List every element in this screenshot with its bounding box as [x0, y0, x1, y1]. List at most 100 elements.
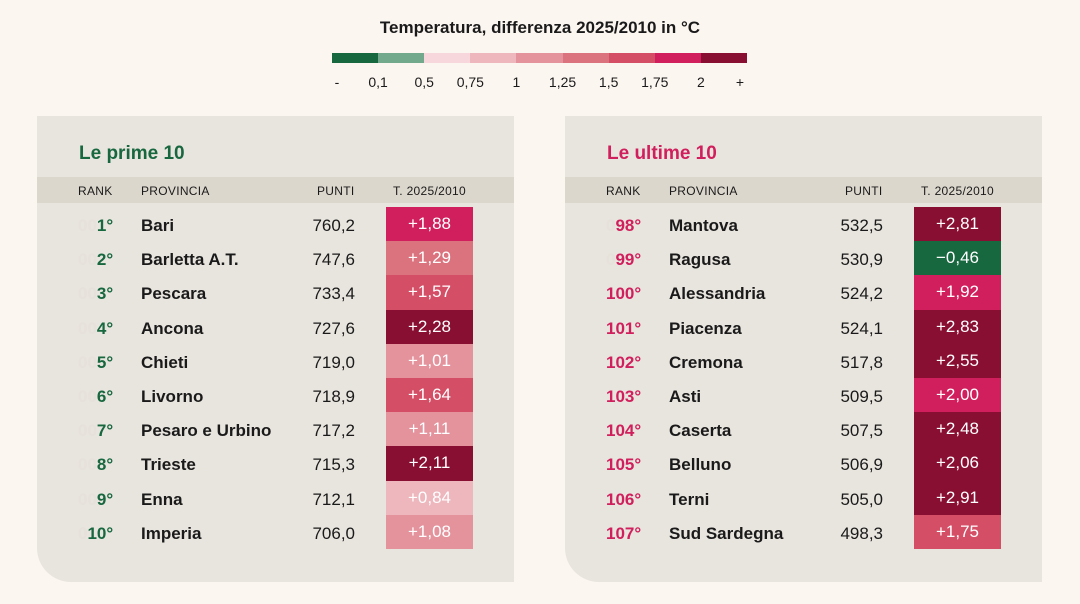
temperature-cell: +1,08	[386, 514, 473, 549]
punti-cell: 517,8	[840, 352, 883, 372]
table-body: 098° Mantova 532,5 +2,81 099° Ragusa 530,9 −0,4…	[565, 207, 1042, 549]
punti-cell: 733,4	[312, 284, 355, 304]
rank-cell: 105°	[606, 455, 654, 475]
legend-scale-label: -	[334, 74, 340, 90]
table-row: 101° Piacenza 524,1 +2,83	[565, 309, 1042, 344]
rank-padding: 00	[78, 489, 97, 509]
rank-cell: 007°	[78, 421, 126, 441]
rank-number: 2°	[96, 250, 114, 270]
provincia-cell: Mantova	[669, 216, 738, 235]
provincia-cell: Asti	[669, 386, 702, 406]
temperature-cell: +1,57	[386, 275, 473, 310]
table-row: 103° Asti 509,5 +2,00	[565, 377, 1042, 413]
punti-cell: 719,0	[312, 352, 355, 372]
rank-number: 100°	[606, 284, 642, 304]
punti-cell: 712,1	[312, 489, 355, 509]
rank-number: 9°	[96, 489, 114, 509]
panel-title: Le prime 10	[79, 143, 185, 164]
punti-cell: 506,9	[840, 455, 883, 475]
rank-number: 98°	[615, 216, 642, 235]
table-row: 005° Chieti 719,0 +1,01	[37, 343, 514, 378]
rank-padding: 00	[78, 352, 97, 372]
legend-scale-label: 1	[512, 74, 521, 90]
rank-cell: 100°	[606, 284, 654, 304]
punti-cell: 530,9	[840, 250, 883, 270]
legend-color-swatch	[608, 53, 655, 63]
legend-scale-label: 1,75	[641, 74, 669, 90]
punti-cell: 509,5	[840, 386, 883, 406]
table-row: 098° Mantova 532,5 +2,81	[565, 207, 1042, 242]
legend-color-swatch	[332, 53, 379, 63]
legend-color-swatch	[470, 53, 517, 63]
table-row: 001° Bari 760,2 +1,88	[37, 207, 514, 242]
table-row: 106° Terni 505,0 +2,91	[565, 480, 1042, 515]
rank-cell: 098°	[606, 216, 654, 236]
temperature-cell: +1,01	[386, 343, 473, 378]
table-row: 007° Pesaro e Urbino 717,2 +1,11	[37, 412, 514, 447]
rank-cell: 003°	[78, 284, 126, 304]
punti-cell: 524,1	[840, 318, 883, 338]
temperature-cell: +2,11	[386, 446, 473, 481]
table-row: 100° Alessandria 524,2 +1,92	[565, 275, 1042, 310]
rank-cell: 106°	[606, 490, 654, 510]
rank-padding: 00	[78, 421, 97, 441]
legend-color-swatch	[424, 53, 471, 63]
legend-scale-label: +	[735, 74, 745, 90]
temperature-cell: +1,29	[386, 241, 473, 276]
provincia-cell: Sud Sardegna	[669, 523, 784, 543]
temperature-cell: +2,83	[914, 309, 1001, 344]
table-header: RANK PROVINCIA PUNTI T. 2025/2010	[565, 177, 1042, 203]
top-10-panel: Le prime 10 RANK PROVINCIA PUNTI T. 2025…	[37, 116, 514, 582]
rank-number: 104°	[606, 421, 642, 441]
legend-scale-label: 0,75	[456, 74, 484, 90]
provincia-cell: Livorno	[141, 386, 204, 406]
panel-title: Le ultime 10	[607, 143, 717, 164]
legend-title: Temperatura, differenza 2025/2010 in °C	[379, 18, 701, 37]
temperature-cell: +2,28	[386, 309, 473, 344]
provincia-cell: Terni	[669, 489, 710, 509]
provincia-cell: Bari	[141, 216, 175, 235]
rank-number: 1°	[96, 216, 114, 235]
provincia-cell: Imperia	[141, 523, 202, 543]
rank-cell: 004°	[78, 319, 126, 339]
temperature-cell: +1,92	[914, 275, 1001, 310]
table-row: 010° Imperia 706,0 +1,08	[37, 514, 514, 549]
rank-cell: 103°	[606, 387, 654, 407]
rank-number: 101°	[606, 318, 642, 338]
rank-number: 99°	[615, 250, 642, 270]
table-body: 001° Bari 760,2 +1,88 002° Barletta A.T. 747,6…	[37, 207, 514, 549]
rank-cell: 002°	[78, 250, 126, 270]
rank-padding: 00	[78, 284, 97, 304]
legend-color-scale	[332, 53, 747, 63]
punti-cell: 532,5	[840, 216, 883, 235]
punti-cell: 524,2	[840, 284, 883, 304]
rank-number: 5°	[96, 352, 114, 372]
rank-cell: 001°	[78, 216, 126, 236]
provincia-cell: Chieti	[141, 352, 189, 372]
rank-cell: 010°	[78, 524, 126, 544]
rank-padding: 00	[78, 386, 97, 406]
rank-number: 105°	[606, 455, 642, 475]
rank-number: 102°	[606, 352, 642, 372]
temperature-cell: +2,06	[914, 446, 1001, 481]
legend-scale-label: 0,1	[368, 74, 388, 90]
legend-scale-labels: - 0,1 0,5 0,75 1 1,25 1,5 1,75 2 +	[0, 74, 1080, 92]
rank-padding: 00	[78, 455, 97, 475]
rank-cell: 102°	[606, 353, 654, 373]
punti-cell: 507,5	[840, 421, 883, 441]
provincia-cell: Caserta	[669, 421, 732, 441]
rank-padding: 0	[78, 523, 88, 543]
legend-color-swatch	[700, 53, 747, 63]
legend-scale-label: 0,5	[414, 74, 434, 90]
rank-number: 107°	[606, 523, 642, 543]
temperature-cell: +2,91	[914, 480, 1001, 515]
punti-cell: 760,2	[312, 216, 355, 235]
punti-cell: 715,3	[312, 455, 355, 475]
provincia-cell: Pescara	[141, 284, 207, 304]
rank-cell: 005°	[78, 353, 126, 373]
table-row: 006° Livorno 718,9 +1,64	[37, 377, 514, 413]
rank-cell: 104°	[606, 421, 654, 441]
bottom-10-panel: Le ultime 10 RANK PROVINCIA PUNTI T. 202…	[565, 116, 1042, 582]
column-header-provincia: PROVINCIA	[141, 184, 210, 198]
punti-cell: 727,6	[312, 318, 355, 338]
